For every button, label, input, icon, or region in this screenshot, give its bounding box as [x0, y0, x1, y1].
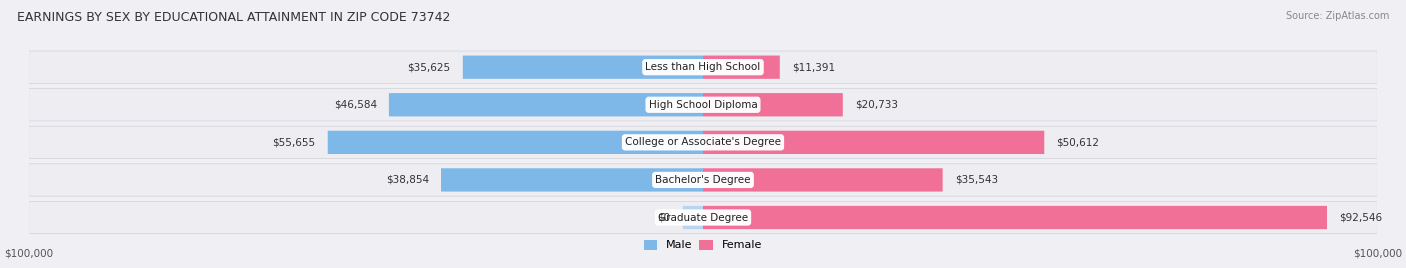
FancyBboxPatch shape [28, 51, 1378, 83]
Text: High School Diploma: High School Diploma [648, 100, 758, 110]
FancyBboxPatch shape [683, 206, 703, 229]
FancyBboxPatch shape [703, 55, 780, 79]
Text: Source: ZipAtlas.com: Source: ZipAtlas.com [1285, 11, 1389, 21]
Text: $11,391: $11,391 [792, 62, 835, 72]
FancyBboxPatch shape [703, 93, 842, 116]
Text: $50,612: $50,612 [1056, 137, 1099, 147]
Text: $20,733: $20,733 [855, 100, 898, 110]
Text: $0: $0 [658, 213, 671, 222]
Text: $35,625: $35,625 [408, 62, 451, 72]
FancyBboxPatch shape [389, 93, 703, 116]
FancyBboxPatch shape [703, 206, 1327, 229]
Text: Less than High School: Less than High School [645, 62, 761, 72]
FancyBboxPatch shape [463, 55, 703, 79]
FancyBboxPatch shape [441, 168, 703, 192]
FancyBboxPatch shape [28, 164, 1378, 196]
Legend: Male, Female: Male, Female [644, 240, 762, 251]
Text: Graduate Degree: Graduate Degree [658, 213, 748, 222]
Text: EARNINGS BY SEX BY EDUCATIONAL ATTAINMENT IN ZIP CODE 73742: EARNINGS BY SEX BY EDUCATIONAL ATTAINMEN… [17, 11, 450, 24]
Text: $38,854: $38,854 [385, 175, 429, 185]
Text: $46,584: $46,584 [333, 100, 377, 110]
Text: $92,546: $92,546 [1339, 213, 1382, 222]
Text: $55,655: $55,655 [273, 137, 315, 147]
Text: Bachelor's Degree: Bachelor's Degree [655, 175, 751, 185]
Text: College or Associate's Degree: College or Associate's Degree [626, 137, 780, 147]
FancyBboxPatch shape [28, 89, 1378, 121]
FancyBboxPatch shape [703, 131, 1045, 154]
FancyBboxPatch shape [328, 131, 703, 154]
FancyBboxPatch shape [28, 201, 1378, 234]
FancyBboxPatch shape [28, 126, 1378, 158]
FancyBboxPatch shape [703, 168, 942, 192]
Text: $35,543: $35,543 [955, 175, 998, 185]
